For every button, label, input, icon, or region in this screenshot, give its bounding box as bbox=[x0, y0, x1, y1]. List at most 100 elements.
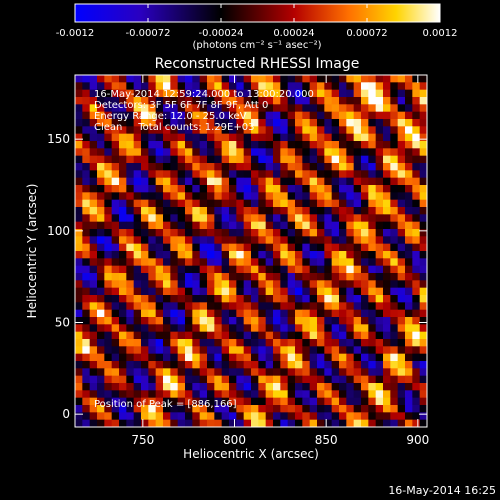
heatmap-cell bbox=[339, 295, 347, 303]
heatmap-cell bbox=[280, 375, 289, 384]
heatmap-cell bbox=[405, 346, 413, 355]
heatmap-cell bbox=[82, 339, 91, 347]
heatmap-cell bbox=[405, 258, 413, 267]
heatmap-cell bbox=[251, 265, 259, 274]
heatmap-cell bbox=[82, 192, 91, 201]
heatmap-cell bbox=[148, 97, 157, 105]
heatmap-cell bbox=[361, 273, 369, 281]
heatmap-cell bbox=[170, 339, 179, 347]
heatmap-cell bbox=[133, 317, 142, 325]
heatmap-cell bbox=[368, 221, 377, 230]
heatmap-cell bbox=[119, 199, 127, 208]
x-tick-label: 900 bbox=[406, 433, 429, 447]
heatmap-cell bbox=[243, 287, 252, 296]
heatmap-cell bbox=[397, 119, 406, 127]
heatmap-cell bbox=[353, 317, 362, 325]
heatmap-cell bbox=[324, 273, 333, 281]
heatmap-cell bbox=[185, 185, 193, 193]
heatmap-cell bbox=[82, 331, 91, 340]
heatmap-cell bbox=[104, 368, 113, 377]
heatmap-cell bbox=[265, 89, 274, 98]
heatmap-cell bbox=[199, 280, 208, 289]
heatmap-cell bbox=[126, 207, 135, 215]
heatmap-cell bbox=[207, 412, 215, 421]
heatmap-cell bbox=[207, 141, 215, 149]
heatmap-cell bbox=[353, 111, 362, 120]
heatmap-cell bbox=[273, 346, 281, 355]
heatmap-cell bbox=[251, 192, 259, 201]
heatmap-cell bbox=[155, 89, 164, 98]
heatmap-cell bbox=[229, 192, 237, 201]
heatmap-cell bbox=[375, 265, 384, 274]
heatmap-cell bbox=[163, 405, 171, 413]
heatmap-cell bbox=[236, 214, 245, 223]
heatmap-cell bbox=[170, 82, 179, 91]
heatmap-cell bbox=[251, 89, 259, 98]
heatmap-cell bbox=[236, 302, 245, 311]
heatmap-cell bbox=[419, 133, 428, 142]
heatmap-cell bbox=[170, 375, 179, 384]
heatmap-cell bbox=[397, 251, 406, 259]
heatmap-cell bbox=[397, 243, 406, 252]
heatmap-cell bbox=[324, 185, 333, 193]
heatmap-cell bbox=[243, 214, 252, 223]
heatmap-cell bbox=[361, 302, 369, 311]
heatmap-cell bbox=[177, 155, 186, 164]
heatmap-cell bbox=[214, 148, 223, 157]
heatmap-cell bbox=[412, 251, 421, 259]
heatmap-cell bbox=[97, 302, 105, 311]
heatmap-cell bbox=[258, 207, 267, 215]
heatmap-cell bbox=[82, 199, 91, 208]
colorbar-tick-label: 0.0012 bbox=[423, 28, 458, 39]
heatmap-cell bbox=[243, 273, 252, 281]
heatmap-cell bbox=[331, 207, 340, 215]
heatmap-cell bbox=[97, 353, 105, 362]
heatmap-cell bbox=[390, 221, 399, 230]
heatmap-cell bbox=[185, 346, 193, 355]
heatmap-cell bbox=[346, 324, 355, 333]
heatmap-cell bbox=[339, 309, 347, 318]
heatmap-cell bbox=[185, 192, 193, 201]
heatmap-cell bbox=[331, 214, 340, 223]
heatmap-cell bbox=[104, 170, 113, 179]
heatmap-cell bbox=[383, 419, 391, 428]
heatmap-cell bbox=[89, 317, 98, 325]
heatmap-cell bbox=[126, 148, 135, 157]
heatmap-cell bbox=[221, 265, 230, 274]
heatmap-cell bbox=[104, 141, 113, 149]
heatmap-cell bbox=[412, 243, 421, 252]
heatmap-cell bbox=[170, 265, 179, 274]
heatmap-cell bbox=[280, 361, 289, 369]
heatmap-cell bbox=[133, 368, 142, 377]
heatmap-cell bbox=[375, 155, 384, 164]
heatmap-cell bbox=[75, 251, 83, 259]
heatmap-cell bbox=[353, 97, 362, 105]
heatmap-cell bbox=[302, 82, 311, 91]
colorbar-unit-label: (photons cm⁻² s⁻¹ asec⁻²) bbox=[192, 40, 321, 51]
heatmap-cell bbox=[155, 221, 164, 230]
heatmap-cell bbox=[390, 163, 399, 171]
heatmap-cell bbox=[111, 163, 120, 171]
heatmap-cell bbox=[199, 243, 208, 252]
heatmap-cell bbox=[339, 265, 347, 274]
heatmap-cell bbox=[258, 199, 267, 208]
heatmap-cell bbox=[331, 141, 340, 149]
heatmap-cell bbox=[163, 273, 171, 281]
heatmap-cell bbox=[339, 221, 347, 230]
heatmap-cell bbox=[82, 221, 91, 230]
heatmap-cell bbox=[302, 104, 311, 113]
heatmap-cell bbox=[104, 317, 113, 325]
heatmap-cell bbox=[199, 361, 208, 369]
heatmap-cell bbox=[163, 155, 171, 164]
heatmap-cell bbox=[82, 412, 91, 421]
heatmap-cell bbox=[126, 346, 135, 355]
heatmap-cell bbox=[287, 339, 296, 347]
heatmap-cell bbox=[97, 273, 105, 281]
heatmap-cell bbox=[133, 361, 142, 369]
heatmap-cell bbox=[199, 287, 208, 296]
heatmap-cell bbox=[375, 75, 384, 83]
heatmap-cell bbox=[302, 141, 311, 149]
heatmap-cell bbox=[236, 339, 245, 347]
heatmap-cell bbox=[148, 214, 157, 223]
heatmap-cell bbox=[273, 324, 281, 333]
